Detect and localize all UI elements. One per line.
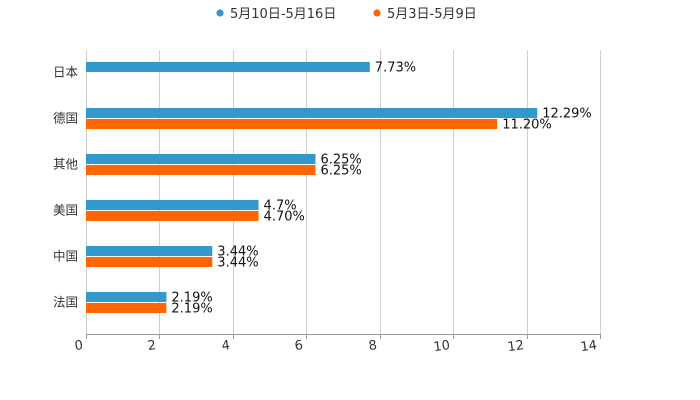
- x-tick-label-0: 0: [74, 338, 84, 354]
- x-tick-label-10: 10: [433, 338, 451, 355]
- category-label-其他: 其他: [53, 157, 79, 172]
- bar-法国-series-1[interactable]: [86, 292, 167, 302]
- bar-其他-series-2[interactable]: [86, 165, 316, 175]
- data-label-其他-series-2: 6.25%: [320, 164, 361, 179]
- bar-美国-series-1[interactable]: [86, 200, 259, 210]
- bars: [86, 62, 538, 313]
- x-tick-label-12: 12: [507, 338, 525, 355]
- bar-法国-series-2[interactable]: [86, 303, 167, 313]
- bar-中国-series-2[interactable]: [86, 257, 213, 267]
- legend-marker-2[interactable]: [373, 9, 381, 17]
- data-label-中国-series-2: 3.44%: [217, 256, 258, 271]
- x-axis: 0 2 4 6 8 10 12 14: [74, 334, 601, 355]
- legend-label-2[interactable]: 5月3日-5月9日: [387, 7, 477, 22]
- x-tick-label-2: 2: [147, 338, 157, 354]
- legend-label-1[interactable]: 5月10日-5月16日: [230, 7, 336, 22]
- data-label-其他-series-1: 6.25%: [320, 153, 361, 168]
- data-label-德国-series-2: 11.20%: [502, 118, 552, 133]
- category-label-中国: 中国: [53, 249, 78, 264]
- x-tick-label-14: 14: [580, 338, 598, 355]
- data-label-德国-series-1: 12.29%: [542, 107, 592, 122]
- data-label-美国-series-2: 4.70%: [264, 210, 305, 225]
- data-label-法国-series-2: 2.19%: [171, 302, 212, 317]
- data-label-美国-series-1: 4.7%: [264, 199, 297, 214]
- gridlines: [86, 50, 601, 334]
- bar-德国-series-1[interactable]: [86, 108, 538, 118]
- legend: 5月10日-5月16日 5月3日-5月9日: [216, 7, 477, 22]
- category-label-法国: 法国: [53, 295, 78, 310]
- x-tick-label-4: 4: [221, 338, 231, 354]
- category-label-美国: 美国: [53, 203, 78, 218]
- data-label-中国-series-1: 3.44%: [217, 245, 258, 260]
- category-label-德国: 德国: [53, 111, 78, 126]
- x-tick-label-8: 8: [368, 338, 378, 354]
- category-label-日本: 日本: [53, 65, 79, 80]
- data-label-日本-series-1: 7.73%: [375, 61, 416, 76]
- data-label-法国-series-1: 2.19%: [171, 291, 212, 306]
- bar-日本-series-1[interactable]: [86, 62, 370, 72]
- data-labels: 7.73% 12.29%11.20% 6.25%6.25% 4.7%4.70% 3.44…: [171, 61, 591, 317]
- bar-其他-series-1[interactable]: [86, 154, 316, 164]
- bar-德国-series-2[interactable]: [86, 119, 498, 129]
- bar-美国-series-2[interactable]: [86, 211, 259, 221]
- x-tick-label-6: 6: [294, 338, 304, 354]
- bar-中国-series-1[interactable]: [86, 246, 213, 256]
- legend-marker-1[interactable]: [216, 9, 224, 17]
